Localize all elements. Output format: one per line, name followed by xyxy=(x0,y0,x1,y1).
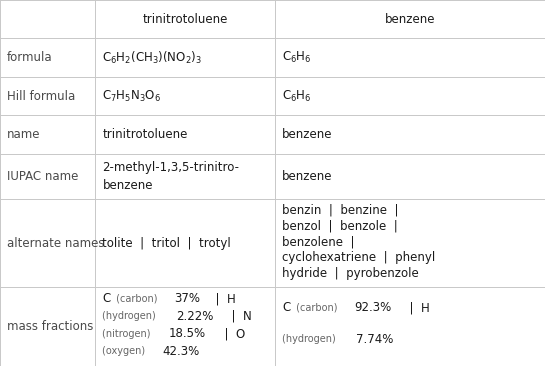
Text: hydride  |  pyrobenzole: hydride | pyrobenzole xyxy=(282,267,419,280)
Text: 18.5%: 18.5% xyxy=(169,327,206,340)
Text: benzol  |  benzole  |: benzol | benzole | xyxy=(282,219,398,232)
Text: 92.3%: 92.3% xyxy=(354,301,392,314)
Text: mass fractions: mass fractions xyxy=(7,320,93,333)
Text: cyclohexatriene  |  phenyl: cyclohexatriene | phenyl xyxy=(282,251,435,264)
Text: |  N: | N xyxy=(224,310,252,323)
Text: |  O: | O xyxy=(217,327,245,340)
Text: $\mathregular{C_6H_6}$: $\mathregular{C_6H_6}$ xyxy=(282,50,312,65)
Text: 37%: 37% xyxy=(174,292,201,305)
Text: formula: formula xyxy=(7,51,53,64)
Text: (nitrogen): (nitrogen) xyxy=(102,329,154,339)
Text: name: name xyxy=(7,128,40,141)
Text: alternate names: alternate names xyxy=(7,237,105,250)
Text: benzene: benzene xyxy=(385,13,435,26)
Text: trinitrotoluene: trinitrotoluene xyxy=(102,128,188,141)
Text: benzin  |  benzine  |: benzin | benzine | xyxy=(282,203,399,216)
Text: |  H: | H xyxy=(208,292,236,305)
Text: $\mathregular{C_7H_5N_3O_6}$: $\mathregular{C_7H_5N_3O_6}$ xyxy=(102,89,161,104)
Text: (oxygen): (oxygen) xyxy=(102,346,149,356)
Text: $\mathregular{C_6H_2(CH_3)(NO_2)_3}$: $\mathregular{C_6H_2(CH_3)(NO_2)_3}$ xyxy=(102,50,202,66)
Text: (carbon): (carbon) xyxy=(113,294,161,304)
Text: IUPAC name: IUPAC name xyxy=(7,170,78,183)
Text: (hydrogen): (hydrogen) xyxy=(282,334,339,344)
Text: benzene: benzene xyxy=(102,179,153,192)
Text: C: C xyxy=(282,301,290,314)
Text: 7.74%: 7.74% xyxy=(356,333,393,346)
Text: trinitrotoluene: trinitrotoluene xyxy=(143,13,228,26)
Text: benzene: benzene xyxy=(282,170,333,183)
Text: 2-methyl-1,3,5-trinitro-: 2-methyl-1,3,5-trinitro- xyxy=(102,161,239,174)
Text: (hydrogen): (hydrogen) xyxy=(102,311,159,321)
Text: (carbon): (carbon) xyxy=(293,303,341,313)
Text: |  H: | H xyxy=(402,301,430,314)
Text: 42.3%: 42.3% xyxy=(162,345,199,358)
Text: 2.22%: 2.22% xyxy=(176,310,213,323)
Text: benzolene  |: benzolene | xyxy=(282,235,355,248)
Text: tolite  |  tritol  |  trotyl: tolite | tritol | trotyl xyxy=(102,237,231,250)
Text: benzene: benzene xyxy=(282,128,333,141)
Text: C: C xyxy=(102,292,111,305)
Text: Hill formula: Hill formula xyxy=(7,90,75,102)
Text: $\mathregular{C_6H_6}$: $\mathregular{C_6H_6}$ xyxy=(282,89,312,104)
